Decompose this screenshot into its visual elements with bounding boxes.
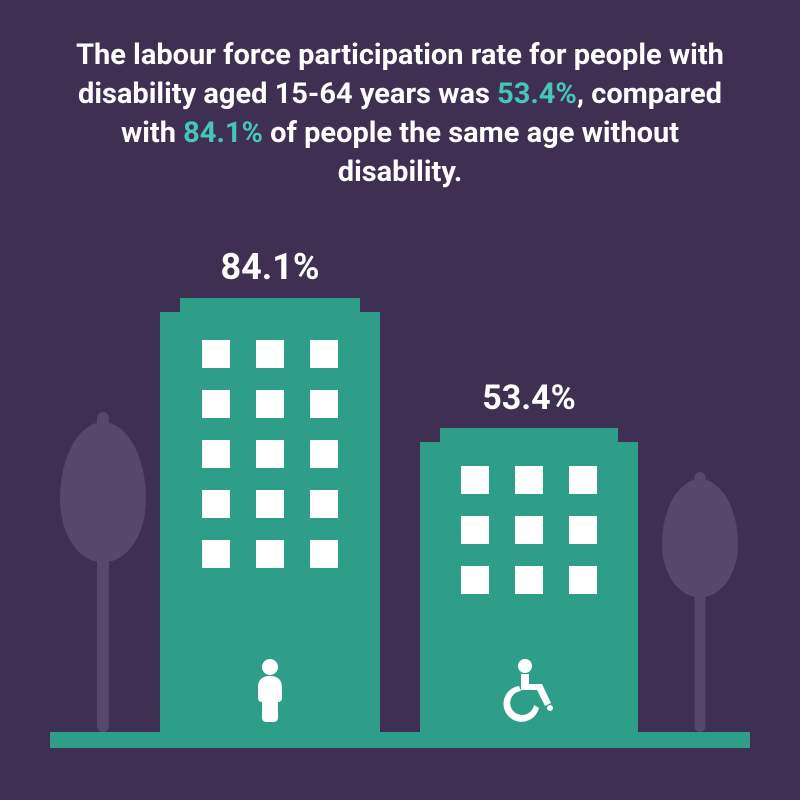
window [256, 390, 284, 418]
window [202, 440, 230, 468]
building-label: 53.4% [482, 378, 576, 418]
window [515, 466, 543, 494]
building-with-disability: 53.4% [420, 442, 638, 732]
building-windows [160, 340, 380, 568]
window [256, 440, 284, 468]
window [515, 516, 543, 544]
window [310, 390, 338, 418]
building-label: 84.1% [220, 246, 319, 288]
tree-crown [662, 479, 738, 597]
building-without-disability: 84.1% [160, 312, 380, 732]
window [461, 566, 489, 594]
headline-text: of people the same age without disabilit… [263, 116, 679, 189]
building-cap [180, 298, 360, 312]
window [310, 340, 338, 368]
window [461, 516, 489, 544]
window [202, 390, 230, 418]
tree-crown [60, 422, 146, 562]
window [256, 490, 284, 518]
window [202, 540, 230, 568]
ground-bar [50, 732, 750, 748]
window [310, 490, 338, 518]
window [202, 340, 230, 368]
window [310, 440, 338, 468]
tree-left [60, 412, 146, 732]
window [256, 340, 284, 368]
window [202, 490, 230, 518]
window [256, 540, 284, 568]
window [569, 566, 597, 594]
headline-accent: 53.4% [497, 77, 577, 111]
window [569, 466, 597, 494]
headline: The labour force participation rate for … [60, 36, 740, 193]
wheelchair-icon [499, 658, 559, 726]
tree-right [662, 472, 738, 732]
headline-accent: 84.1% [183, 116, 263, 150]
window [310, 540, 338, 568]
building-cap [440, 428, 618, 442]
window [569, 516, 597, 544]
infographic-canvas: The labour force participation rate for … [0, 0, 800, 800]
window [461, 466, 489, 494]
building-windows [420, 466, 638, 594]
window [515, 566, 543, 594]
person-icon [246, 658, 294, 726]
